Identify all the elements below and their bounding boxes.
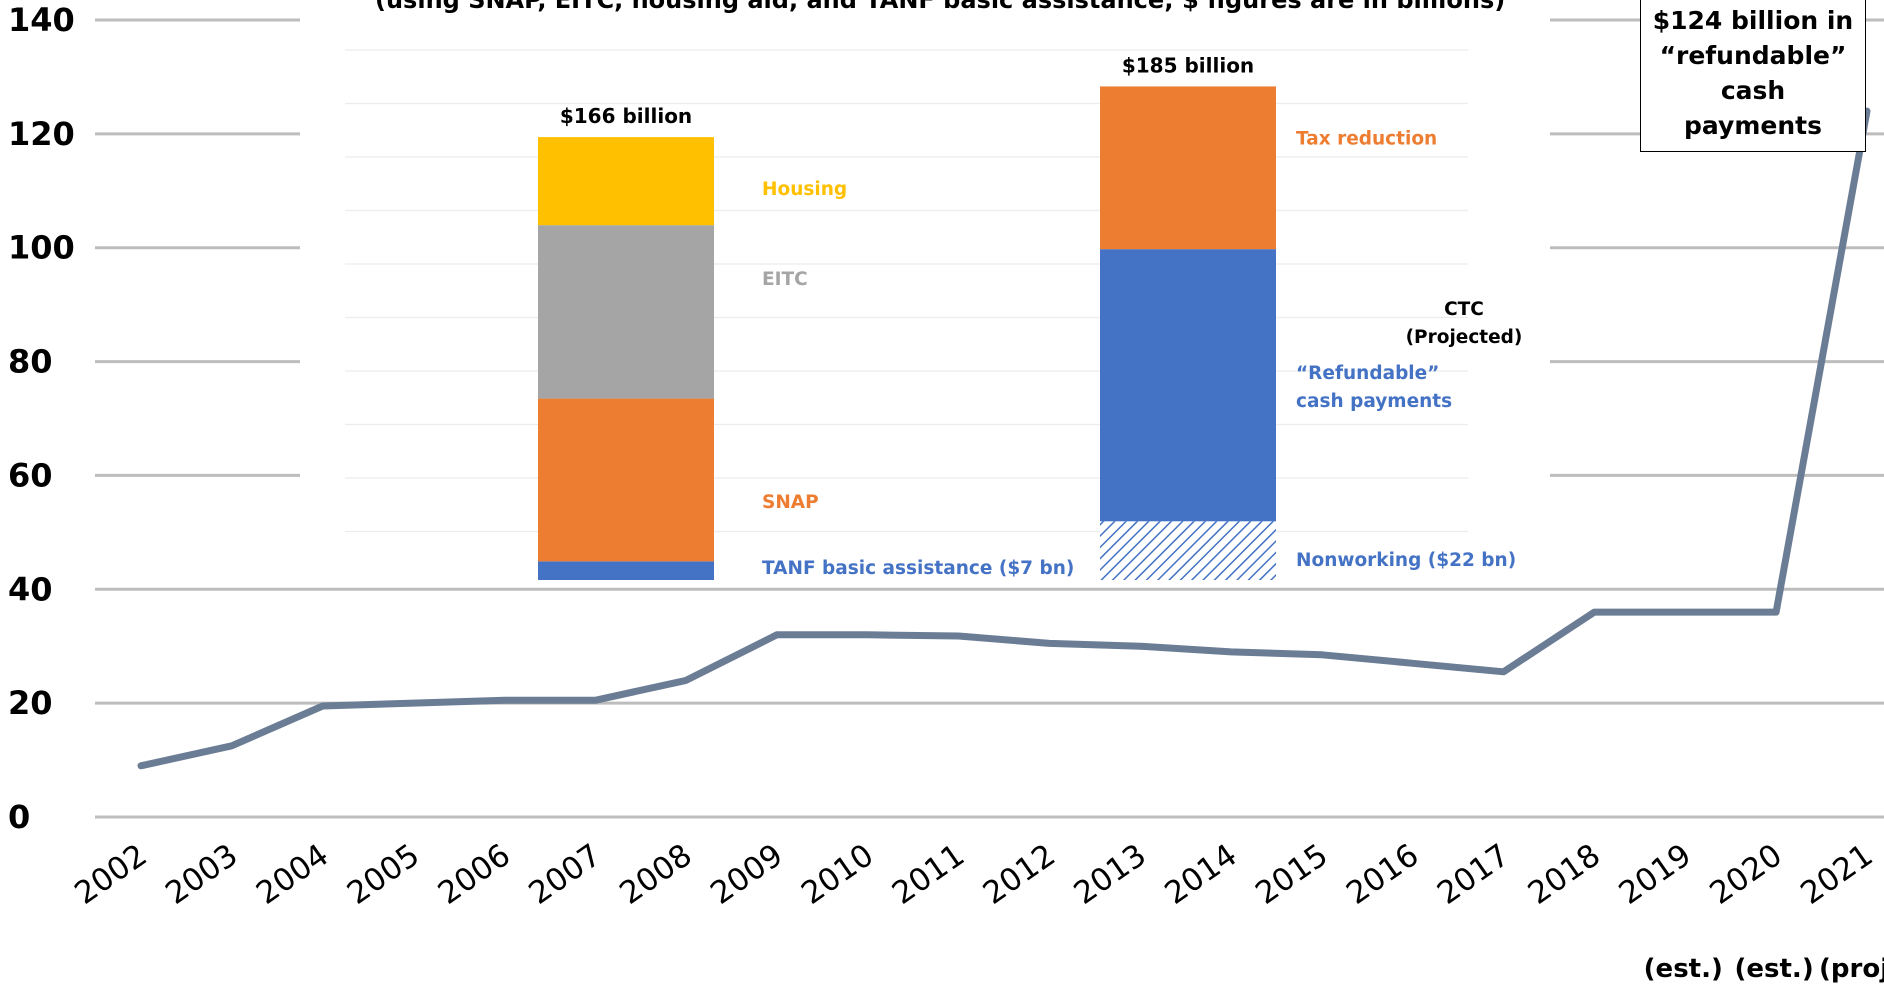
- x-tick-label: 2002: [68, 837, 153, 912]
- x-tick-label: 2017: [1431, 837, 1516, 912]
- inset-segment-label: EITC: [762, 269, 808, 290]
- y-tick-label: 0: [8, 798, 30, 836]
- inset-bar-segment: [538, 225, 714, 399]
- inset-segment-label: TANF basic assistance ($7 bn): [762, 558, 1074, 579]
- x-sublabel: (proj.): [1819, 954, 1884, 984]
- x-tick-label: 2007: [523, 837, 608, 912]
- x-tick-label: 2009: [704, 837, 789, 912]
- x-tick-label: 2015: [1249, 837, 1334, 912]
- x-sublabel: (est.): [1735, 954, 1814, 984]
- inset-segment-label: Housing: [762, 179, 847, 200]
- inset-stacked-bar-comparison: (using SNAP, EITC, housing aid, and TANF…: [300, 0, 1550, 582]
- x-tick-label: 2011: [886, 837, 971, 912]
- y-tick-label: 120: [8, 115, 75, 153]
- inset-bar-total-label: $185 billion: [1122, 53, 1254, 77]
- inset-stacked-bar: Nonworking ($22 bn) “Refundable” cash paym…: [1100, 53, 1522, 580]
- inset-bar-segment: [1100, 521, 1276, 580]
- x-tick-label: 2013: [1068, 837, 1153, 912]
- x-tick-label: 2019: [1613, 837, 1698, 912]
- y-tick-label: 80: [8, 343, 53, 381]
- x-tick-label: 2003: [159, 837, 244, 912]
- x-tick-label: 2010: [795, 837, 880, 912]
- x-tick-label: 2020: [1703, 837, 1788, 912]
- inset-segment-label: cash payments: [1296, 391, 1452, 412]
- y-tick-label: 60: [8, 456, 53, 494]
- inset-segment-label: SNAP: [762, 492, 819, 513]
- inset-bar-total-label: $166 billion: [560, 104, 692, 128]
- inset-group-label: CTC: [1444, 299, 1484, 320]
- annotation-line: payments: [1684, 111, 1822, 140]
- y-tick-label: 20: [8, 684, 53, 722]
- x-tick-label: 2014: [1158, 837, 1243, 912]
- inset-bar-segment: [1100, 249, 1276, 522]
- x-sublabel: (est.): [1644, 954, 1723, 984]
- annotation-line: cash: [1720, 76, 1786, 105]
- y-tick-label: 40: [8, 570, 53, 608]
- x-tick-label: 2005: [341, 837, 426, 912]
- inset-group-label: (Projected): [1406, 327, 1523, 348]
- inset-bar-segment: [1100, 86, 1276, 250]
- x-tick-label: 2012: [977, 837, 1062, 912]
- annotation-line: $124 billion in: [1652, 6, 1854, 35]
- inset-stacked-bar: TANF basic assistance ($7 bn) SNAP EITC Hou…: [538, 104, 1074, 580]
- annotation-callout-124-billion: $124 billion in “refundable” cash payments: [1640, 0, 1866, 152]
- y-tick-label: 100: [8, 229, 75, 267]
- x-tick-label: 2008: [613, 837, 698, 912]
- cash-payments-series-line: [137, 107, 1871, 770]
- x-tick-label: 2016: [1340, 837, 1425, 912]
- x-tick-label: 2006: [432, 837, 517, 912]
- inset-segment-label: Tax reduction: [1296, 128, 1437, 149]
- inset-bar-segment: [538, 398, 714, 562]
- inset-bar-segment: [538, 137, 714, 226]
- x-tick-label: 2004: [250, 837, 335, 912]
- inset-title-fragment: (using SNAP, EITC, housing aid, and TANF…: [375, 0, 1505, 14]
- inset-segment-label: Nonworking ($22 bn): [1296, 550, 1516, 571]
- annotation-line: “refundable”: [1659, 41, 1847, 70]
- y-tick-label: 140: [8, 1, 75, 39]
- inset-segment-label: “Refundable”: [1296, 363, 1439, 384]
- x-tick-label: 2018: [1522, 837, 1607, 912]
- x-tick-label: 2021: [1794, 837, 1879, 912]
- inset-bar-segment: [538, 561, 714, 580]
